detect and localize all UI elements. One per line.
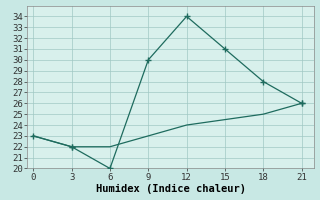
X-axis label: Humidex (Indice chaleur): Humidex (Indice chaleur) bbox=[96, 184, 246, 194]
